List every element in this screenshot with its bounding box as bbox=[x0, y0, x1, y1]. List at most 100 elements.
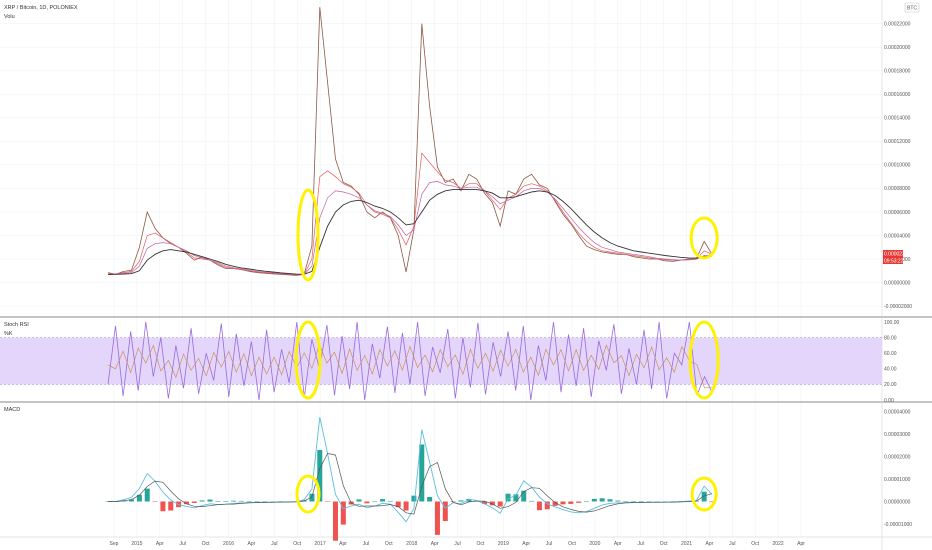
stoch-tick-label: 0.00 bbox=[884, 398, 894, 404]
macd-histogram-bar bbox=[270, 501, 276, 502]
macd-tick-label: 0.00004000 bbox=[884, 409, 911, 415]
macd-histogram-bar bbox=[191, 501, 197, 503]
macd-axis[interactable]: 0.00004000 0.00003000 0.00002000 0.00001000… bbox=[884, 409, 912, 528]
price-tick-label: 0.00020000 bbox=[884, 45, 911, 51]
macd-tick-label: 0.00003000 bbox=[884, 432, 911, 438]
time-tick-label: 2021 bbox=[681, 541, 692, 547]
time-tick-label: 2016 bbox=[223, 541, 234, 547]
macd-histogram-bar bbox=[599, 498, 605, 502]
macd-pane bbox=[105, 417, 715, 541]
time-tick-label: Oct bbox=[385, 541, 393, 547]
time-tick-label: 2020 bbox=[589, 541, 600, 547]
macd-histogram-bar bbox=[199, 500, 205, 502]
highlight-circle-price bbox=[296, 188, 320, 282]
macd-histogram-bar bbox=[552, 501, 558, 506]
last-price-countdown-badge bbox=[883, 257, 903, 264]
macd-histogram-bar bbox=[701, 491, 707, 502]
stoch-k-line bbox=[107, 321, 713, 401]
macd-signal-line bbox=[108, 453, 713, 515]
stoch-tick-label: 20.00 bbox=[884, 382, 897, 388]
time-tick-label: Apr bbox=[431, 541, 439, 547]
macd-histogram-bar bbox=[521, 490, 527, 502]
macd-histogram-bar bbox=[207, 499, 213, 502]
macd-histogram-bar bbox=[654, 501, 660, 502]
macd-histogram-bar bbox=[427, 497, 433, 502]
macd-histogram-bar bbox=[568, 501, 574, 504]
macd-histogram-bar bbox=[168, 501, 174, 511]
macd-histogram-bar bbox=[332, 501, 338, 541]
price-tick-label: 0.00000000 bbox=[884, 280, 911, 286]
currency-label: BTC bbox=[907, 6, 917, 12]
highlight-circle-price bbox=[689, 216, 719, 260]
price-tick-label: 0.00022000 bbox=[884, 21, 911, 27]
price-tick-label: 0.00016000 bbox=[884, 92, 911, 98]
time-tick-label: Apr bbox=[339, 541, 347, 547]
time-tick-label: Sep bbox=[110, 541, 119, 547]
macd-title: MACD bbox=[4, 407, 20, 413]
time-tick-label: Apr bbox=[797, 541, 805, 547]
time-tick-label: 2022 bbox=[773, 541, 784, 547]
macd-histogram-bar bbox=[505, 493, 511, 502]
time-tick-label: Apr bbox=[614, 541, 622, 547]
stoch-tick-label: 80.00 bbox=[884, 335, 897, 341]
price-tick-label: 0.00006000 bbox=[884, 210, 911, 216]
stoch-rsi-title: Stoch RSI bbox=[4, 322, 29, 328]
macd-histogram-bar bbox=[607, 499, 613, 502]
time-axis[interactable]: Sep 2015 Apr Jul Oct 2016 Apr Jul Oct 2017 Apr Jul O… bbox=[110, 541, 806, 547]
ema-mid-line bbox=[107, 181, 712, 275]
macd-histogram-bar bbox=[215, 501, 221, 502]
time-tick-label: Apr bbox=[248, 541, 256, 547]
macd-histogram-bar bbox=[317, 449, 323, 502]
currency-button[interactable] bbox=[904, 2, 920, 13]
stoch-k-label: %K bbox=[4, 331, 13, 337]
macd-histogram-bar bbox=[136, 494, 142, 502]
time-tick-label: Jul bbox=[179, 541, 185, 547]
time-tick-label: Oct bbox=[202, 541, 210, 547]
price-tick-label: -0.00002000 bbox=[884, 304, 912, 310]
stoch-rsi-pane bbox=[0, 321, 882, 401]
macd-line bbox=[108, 417, 713, 523]
time-tick-label: Jul bbox=[729, 541, 735, 547]
price-tick-label: 0.00012000 bbox=[884, 139, 911, 145]
price-tick-label: 0.00004000 bbox=[884, 233, 911, 239]
time-tick-label: 2017 bbox=[315, 541, 326, 547]
time-tick-label: Apr bbox=[706, 541, 714, 547]
time-tick-label: Jul bbox=[546, 541, 552, 547]
time-tick-label: Jul bbox=[363, 541, 369, 547]
macd-histogram-bar bbox=[387, 501, 393, 502]
macd-histogram-bar bbox=[576, 501, 582, 503]
macd-histogram-bar bbox=[262, 501, 268, 502]
last-price-countdown: 09:53:22 bbox=[884, 259, 904, 265]
macd-tick-label: 0.00001000 bbox=[884, 477, 911, 483]
macd-histogram-bar bbox=[325, 501, 331, 502]
stoch-axis[interactable]: 100.00 80.00 60.00 40.00 20.00 0.00 bbox=[884, 320, 900, 404]
macd-histogram-bar bbox=[458, 500, 464, 502]
macd-histogram-bar bbox=[160, 501, 166, 512]
macd-histogram-bar bbox=[638, 501, 644, 502]
macd-histogram-bar bbox=[356, 499, 362, 502]
macd-histogram-bar bbox=[489, 501, 495, 506]
macd-histogram-bar bbox=[309, 493, 315, 502]
last-price-value: 0.00002383 bbox=[884, 252, 911, 258]
macd-histogram-bar bbox=[372, 501, 378, 502]
macd-tick-label: -0.00001000 bbox=[884, 522, 912, 528]
highlight-circle-stoch bbox=[688, 320, 720, 400]
time-tick-label: Oct bbox=[751, 541, 759, 547]
time-tick-label: 2018 bbox=[406, 541, 417, 547]
macd-histogram-bar bbox=[152, 501, 158, 502]
time-tick-label: Oct bbox=[660, 541, 668, 547]
time-tick-label: Oct bbox=[568, 541, 576, 547]
macd-histogram-bar bbox=[646, 501, 652, 502]
volume-indicator-label: Volu bbox=[4, 14, 15, 20]
macd-histogram-bar bbox=[183, 501, 189, 505]
macd-histogram-bar bbox=[340, 501, 346, 525]
macd-histogram-bar bbox=[631, 501, 637, 502]
macd-histogram-bar bbox=[709, 501, 715, 503]
highlight-circle-stoch bbox=[294, 320, 322, 400]
macd-histogram-bar bbox=[223, 501, 229, 502]
macd-histogram-bar bbox=[466, 498, 472, 502]
macd-histogram-bar bbox=[591, 498, 597, 502]
macd-histogram-bar bbox=[529, 500, 535, 502]
